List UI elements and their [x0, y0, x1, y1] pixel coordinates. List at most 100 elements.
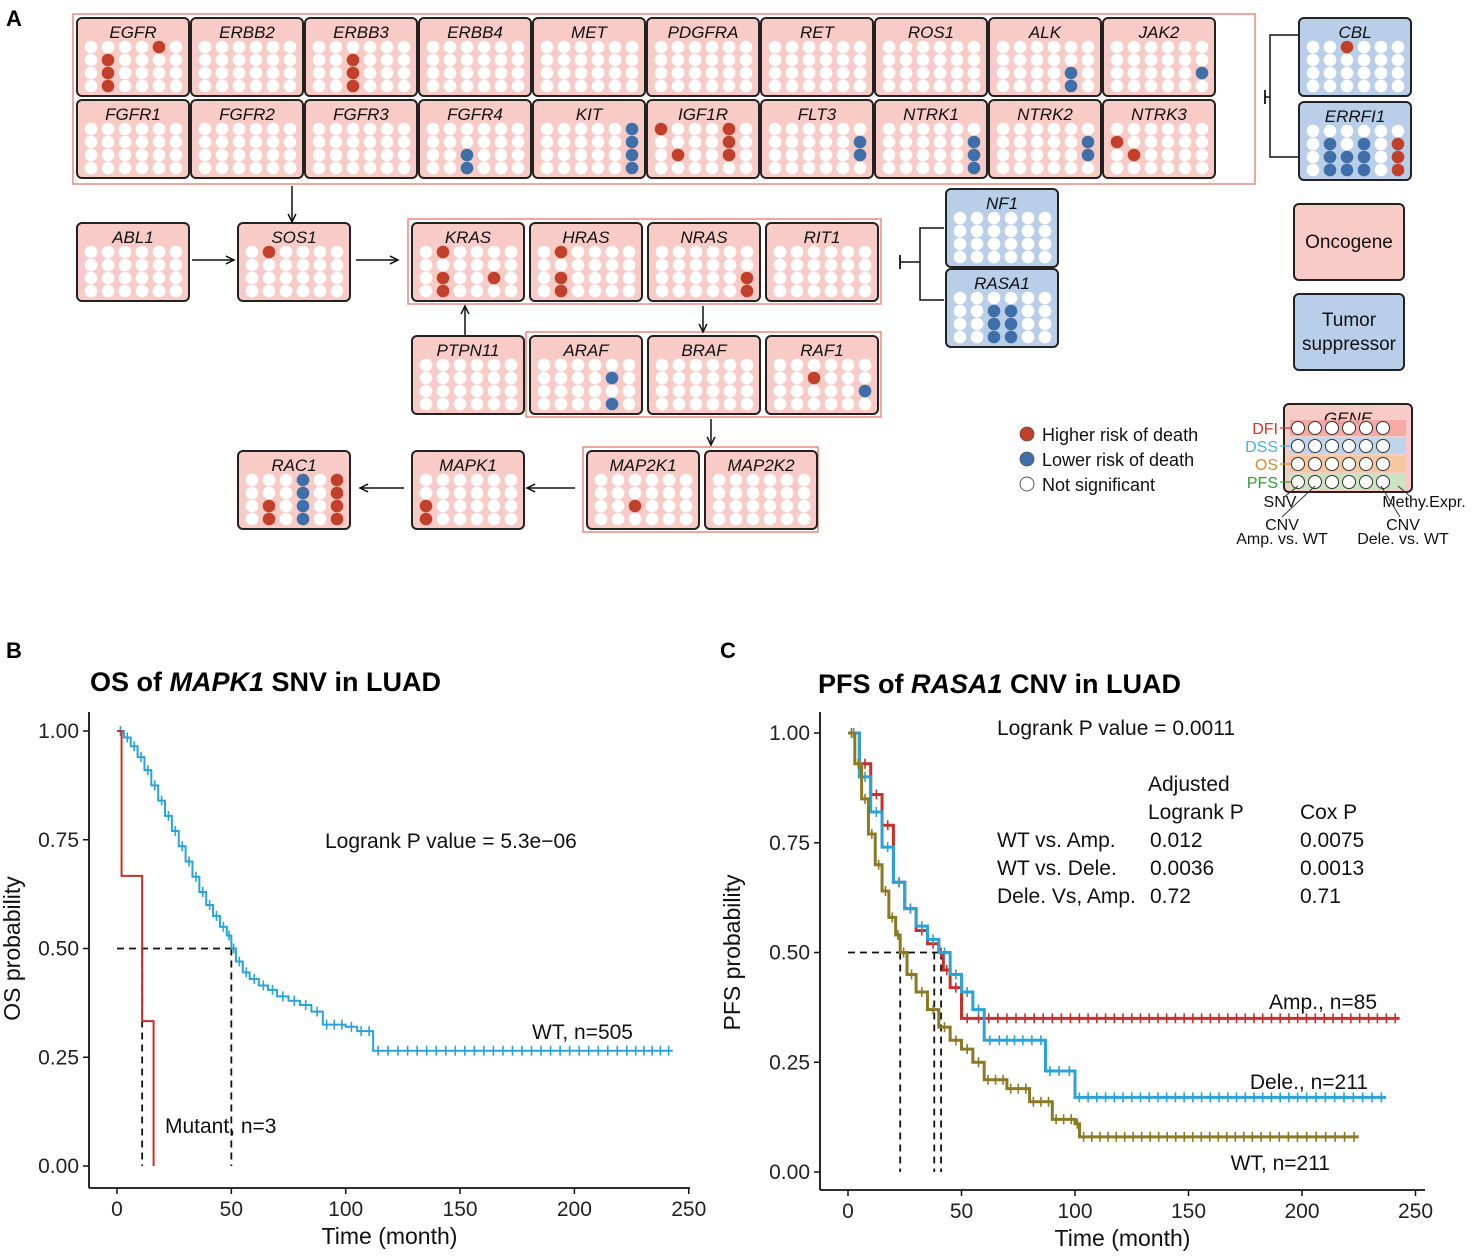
- ns-dot: [494, 122, 508, 136]
- ns-dot: [1357, 66, 1371, 80]
- ns-dot: [245, 284, 259, 298]
- ns-dot: [152, 53, 166, 67]
- ns-dot: [824, 358, 838, 372]
- gene-box-jak2: JAK2: [1102, 17, 1216, 97]
- ns-dot: [953, 211, 967, 225]
- ns-dot: [671, 66, 685, 80]
- ns-dot: [916, 53, 930, 67]
- ns-dot: [279, 284, 293, 298]
- ns-dot: [245, 512, 259, 526]
- ns-dot: [504, 384, 518, 398]
- ns-dot: [739, 53, 753, 67]
- ns-dot: [537, 258, 551, 272]
- ns-dot: [706, 371, 720, 385]
- lower-risk-dot: [1004, 330, 1018, 344]
- ns-dot: [672, 371, 686, 385]
- ns-dot: [605, 271, 619, 285]
- gene-label: ERRFI1: [1325, 107, 1385, 126]
- x-tick-label: 0: [842, 1200, 854, 1223]
- ns-dot: [101, 122, 115, 136]
- ns-dot: [215, 40, 229, 54]
- not-significant-label: Not significant: [1042, 475, 1155, 495]
- ns-dot: [453, 371, 467, 385]
- ns-dot: [916, 40, 930, 54]
- ns-dot: [594, 512, 608, 526]
- gene-box-nras: NRAS: [647, 222, 761, 302]
- gene-label: IGF1R: [678, 105, 728, 124]
- ns-dot: [262, 486, 276, 500]
- ns-dot: [262, 271, 276, 285]
- ns-dot: [1021, 237, 1035, 251]
- ns-dot: [841, 258, 855, 272]
- ns-dot: [722, 161, 736, 175]
- ns-dot: [470, 397, 484, 411]
- ns-dot: [557, 40, 571, 54]
- ns-dot: [487, 284, 501, 298]
- ns-dot: [790, 284, 804, 298]
- ns-dot: [712, 473, 726, 487]
- ns-dot: [608, 79, 622, 93]
- ns-dot: [688, 122, 702, 136]
- type-legend: Oncogene Tumor suppressor: [1293, 203, 1405, 371]
- ns-dot: [1038, 237, 1052, 251]
- lower-risk-dot: [987, 317, 1001, 331]
- ns-dot: [654, 148, 668, 162]
- ns-dot: [746, 512, 760, 526]
- higher-risk-dot: [436, 271, 450, 285]
- ns-dot: [266, 40, 280, 54]
- lower-risk-dot: [296, 473, 310, 487]
- ns-dot: [554, 371, 568, 385]
- ns-dot: [706, 271, 720, 285]
- arrow-ras-to-raf-head: [698, 323, 708, 334]
- chart-b-os-mapk1: 0 50 100 150 200 250 0.00 0.25 0.50 0.75 1.00 Time …: [0, 712, 706, 1249]
- ns-dot: [836, 40, 850, 54]
- ns-dot: [836, 66, 850, 80]
- ns-dot: [706, 384, 720, 398]
- ns-dot: [824, 384, 838, 398]
- ns-dot: [706, 358, 720, 372]
- ns-dot: [841, 384, 855, 398]
- ns-dot: [611, 473, 625, 487]
- gene-box-erbb3: ERBB3: [304, 17, 418, 97]
- ns-dot: [916, 122, 930, 136]
- ns-dot: [740, 371, 754, 385]
- ns-dot: [470, 486, 484, 500]
- lower-risk-dot: [987, 330, 1001, 344]
- ns-dot: [1038, 250, 1052, 264]
- ns-dot: [591, 135, 605, 149]
- lower-risk-dot: [1081, 148, 1095, 162]
- ns-dot: [785, 79, 799, 93]
- higher-risk-dot: [722, 135, 736, 149]
- gene-label: RASA1: [974, 274, 1030, 293]
- ns-dot: [279, 499, 293, 513]
- key-cell: [1359, 457, 1373, 471]
- ns-dot: [739, 40, 753, 54]
- ns-dot: [1323, 79, 1337, 93]
- ns-dot: [608, 135, 622, 149]
- y-axis-label: OS probability: [0, 876, 25, 1021]
- x-tick-label: 250: [671, 1198, 706, 1221]
- ns-dot: [1064, 135, 1078, 149]
- ns-dot: [169, 79, 183, 93]
- gene-box-araf: ARAF: [529, 335, 643, 415]
- ns-dot: [118, 79, 132, 93]
- ns-dot: [363, 53, 377, 67]
- ns-dot: [1047, 135, 1061, 149]
- ns-dot: [662, 499, 676, 513]
- ns-dot: [296, 284, 310, 298]
- key-cell: [1291, 457, 1305, 471]
- ns-dot: [1357, 40, 1371, 54]
- ns-dot: [312, 53, 326, 67]
- lower-risk-dot: [605, 397, 619, 411]
- ns-dot: [380, 122, 394, 136]
- gene-box-pdgfra: PDGFRA: [646, 17, 760, 97]
- arrow-mapk1-to-rac1-head: [358, 483, 369, 493]
- ns-dot: [768, 135, 782, 149]
- ns-dot: [101, 245, 115, 259]
- higher-risk-dot: [740, 271, 754, 285]
- ns-dot: [671, 40, 685, 54]
- ns-dot: [540, 148, 554, 162]
- ns-dot: [1030, 135, 1044, 149]
- ns-dot: [591, 53, 605, 67]
- ns-dot: [739, 122, 753, 136]
